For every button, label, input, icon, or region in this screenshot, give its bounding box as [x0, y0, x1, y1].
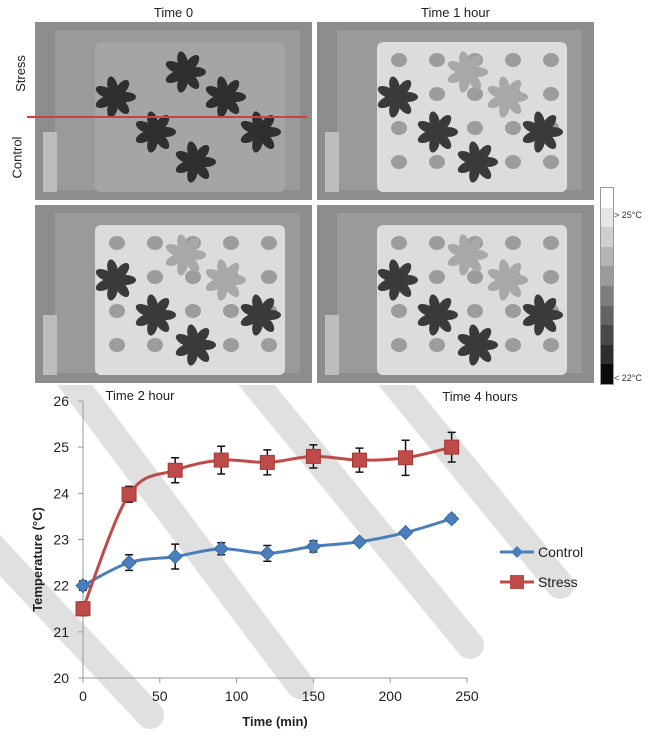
colorbar-step	[601, 364, 613, 384]
temperature-line-chart: 20 21 22 23 24 25 26 0 50 100 150 200 250 Time (min) T…	[0, 385, 583, 729]
plant-rosette	[109, 91, 121, 103]
plant-rosette	[461, 66, 473, 78]
thermal-image-time-4-hours	[317, 205, 594, 383]
plant-rosette	[461, 249, 473, 261]
panel-title-time-0: Time 0	[153, 5, 194, 20]
colorbar-step	[601, 344, 613, 365]
control-data-point	[213, 541, 229, 557]
stress-data-point	[121, 486, 137, 502]
plant-rosette	[189, 156, 201, 168]
stress-data-point	[398, 450, 414, 466]
legend-stress-label: Stress	[538, 574, 578, 590]
colorbar-step	[601, 285, 613, 306]
plant-rosette	[536, 309, 548, 321]
legend-control-marker	[511, 546, 523, 558]
plant-rosette	[179, 249, 191, 261]
colorbar-max-label: > 25°C	[614, 210, 642, 220]
colorbar-step	[601, 188, 613, 208]
plant-rosette	[471, 156, 483, 168]
control-data-point	[167, 548, 183, 565]
y-tick-label: 21	[53, 624, 69, 640]
y-tick-label: 23	[53, 532, 69, 548]
plant-rosette	[431, 126, 443, 138]
panel-title-time-1-hour: Time 1 hour	[421, 5, 490, 20]
side-label-control: Control	[9, 136, 25, 179]
watermark-stroke	[378, 385, 574, 599]
colorbar-step	[601, 305, 613, 326]
panel-title-time-4-hours: Time 4 hours	[442, 389, 518, 404]
x-tick-label: 0	[79, 688, 87, 704]
plant-rosette	[391, 91, 403, 103]
stress-data-point	[259, 454, 275, 470]
plant-rosette	[501, 274, 513, 286]
stress-data-point	[444, 439, 460, 455]
plant-rosette	[149, 126, 161, 138]
colorbar-step	[601, 266, 613, 286]
control-data-point	[121, 554, 137, 571]
stress-data-point	[351, 452, 367, 468]
stress-data-point	[75, 601, 91, 617]
stress-data-point	[167, 462, 183, 478]
x-tick-label: 50	[152, 688, 168, 704]
x-tick-label: 150	[302, 688, 326, 704]
plant-rosette	[189, 339, 201, 351]
tray	[377, 225, 567, 375]
stress-control-divider-line	[27, 116, 307, 118]
colorbar-step	[601, 325, 613, 345]
plant-rosette	[219, 91, 231, 103]
plant-rosette	[219, 274, 231, 286]
plant-rosette	[431, 309, 443, 321]
y-tick-label: 22	[53, 578, 69, 594]
watermark-stroke	[57, 385, 314, 699]
control-data-point	[305, 538, 322, 555]
side-label-stress: Stress	[12, 55, 28, 92]
stress-data-point	[213, 452, 229, 468]
thermal-image-time-1-hour	[317, 22, 594, 200]
y-tick-label: 25	[53, 439, 69, 455]
control-data-point	[351, 534, 368, 550]
control-data-point	[443, 511, 460, 527]
panel-title-time-2-hour: Time 2 hour	[105, 388, 175, 403]
plant-rosette	[471, 339, 483, 351]
plant-rosette	[254, 126, 266, 138]
x-axis-label: Time (min)	[242, 714, 308, 729]
y-tick-label: 24	[53, 485, 69, 501]
y-tick-label: 26	[53, 393, 69, 409]
colorbar-step	[601, 207, 613, 228]
legend-stress-marker	[510, 575, 524, 589]
plant-rosette	[179, 66, 191, 78]
watermark-stroke	[238, 385, 484, 659]
colorbar-step	[601, 227, 613, 247]
control-data-point	[397, 524, 414, 541]
stress-data-point	[305, 448, 321, 464]
colorbar-step	[601, 246, 613, 267]
temperature-colorbar	[600, 187, 614, 385]
plant-rosette	[391, 274, 403, 286]
plant-rosette	[109, 274, 121, 286]
colorbar-min-label: < 22°C	[614, 373, 642, 383]
y-axis-label: Temperature (°C)	[30, 507, 45, 612]
y-tick-label: 20	[53, 670, 69, 686]
control-data-point	[75, 577, 91, 594]
control-data-point	[259, 545, 276, 562]
thermal-image-time-2-hour	[35, 205, 312, 383]
x-tick-label: 250	[455, 688, 479, 704]
plant-rosette	[501, 91, 513, 103]
legend-control-label: Control	[538, 544, 583, 560]
tray	[95, 225, 285, 375]
plant-rosette	[254, 309, 266, 321]
x-tick-label: 200	[379, 688, 403, 704]
plant-rosette	[536, 126, 548, 138]
plant-rosette	[149, 309, 161, 321]
watermark-stroke	[0, 535, 164, 729]
thermal-image-time-0	[35, 22, 312, 200]
x-tick-label: 100	[225, 688, 249, 704]
tray	[377, 42, 567, 192]
